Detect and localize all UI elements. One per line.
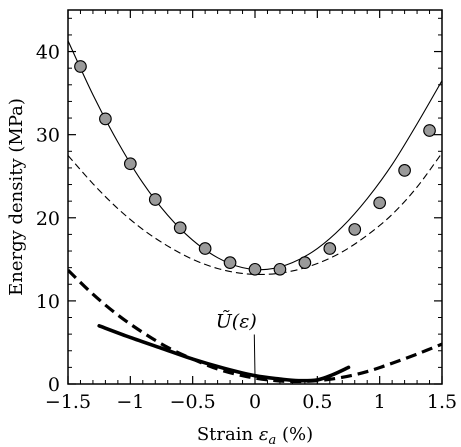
annotation-layer: Ũ(ε) <box>216 309 257 376</box>
data-point <box>173 221 187 235</box>
x-axis-title-symbol: ε <box>259 424 269 445</box>
x-tick-label: −1.5 <box>45 391 91 413</box>
series-thin-dashed-line <box>68 152 442 276</box>
y-tick-labels: 0 10 20 30 40 <box>36 42 60 396</box>
data-point <box>148 193 162 206</box>
x-axis-title-subscript: a <box>269 433 277 447</box>
data-point <box>298 256 312 270</box>
x-tick-label: 0 <box>249 391 261 413</box>
x-axis-title-prefix: Strain <box>197 424 259 445</box>
data-point <box>223 256 237 270</box>
data-point <box>273 262 287 276</box>
y-tick-label: 0 <box>48 374 60 396</box>
y-tick-label: 40 <box>36 42 60 64</box>
data-point <box>123 157 137 171</box>
annotation-label: Ũ(ε) <box>216 309 257 332</box>
y-axis-title: Energy density (MPa) <box>6 98 27 296</box>
series-thick-dashed-line <box>68 268 442 384</box>
data-point <box>398 164 411 177</box>
annotation-leader-line <box>253 334 256 376</box>
x-tick-label: −0.5 <box>170 391 216 413</box>
data-point <box>348 223 362 236</box>
x-tick-label: 1 <box>374 391 386 413</box>
data-point <box>373 196 387 210</box>
series-thick-solid-line <box>97 324 351 383</box>
data-point <box>423 124 436 137</box>
data-point <box>99 112 112 126</box>
y-tick-label: 10 <box>36 291 60 313</box>
data-point <box>323 242 337 255</box>
x-axis-title-unit: (%) <box>276 424 313 445</box>
x-tick-label: 0.5 <box>302 391 332 413</box>
data-point <box>198 242 212 255</box>
y-tick-label: 30 <box>36 125 60 147</box>
axis-ticks <box>67 10 443 385</box>
x-axis-title: Strain εa (%) <box>197 424 313 447</box>
data-point <box>248 262 262 276</box>
x-tick-label: −1 <box>116 391 144 413</box>
x-tick-label: 1.5 <box>427 391 457 413</box>
series-thin-solid-line <box>68 40 442 271</box>
x-tick-labels: −1.5 −1 −0.5 0 0.5 1 1.5 <box>45 391 457 413</box>
y-tick-label: 20 <box>36 208 60 230</box>
series-layer <box>68 40 442 384</box>
data-point <box>74 60 87 73</box>
